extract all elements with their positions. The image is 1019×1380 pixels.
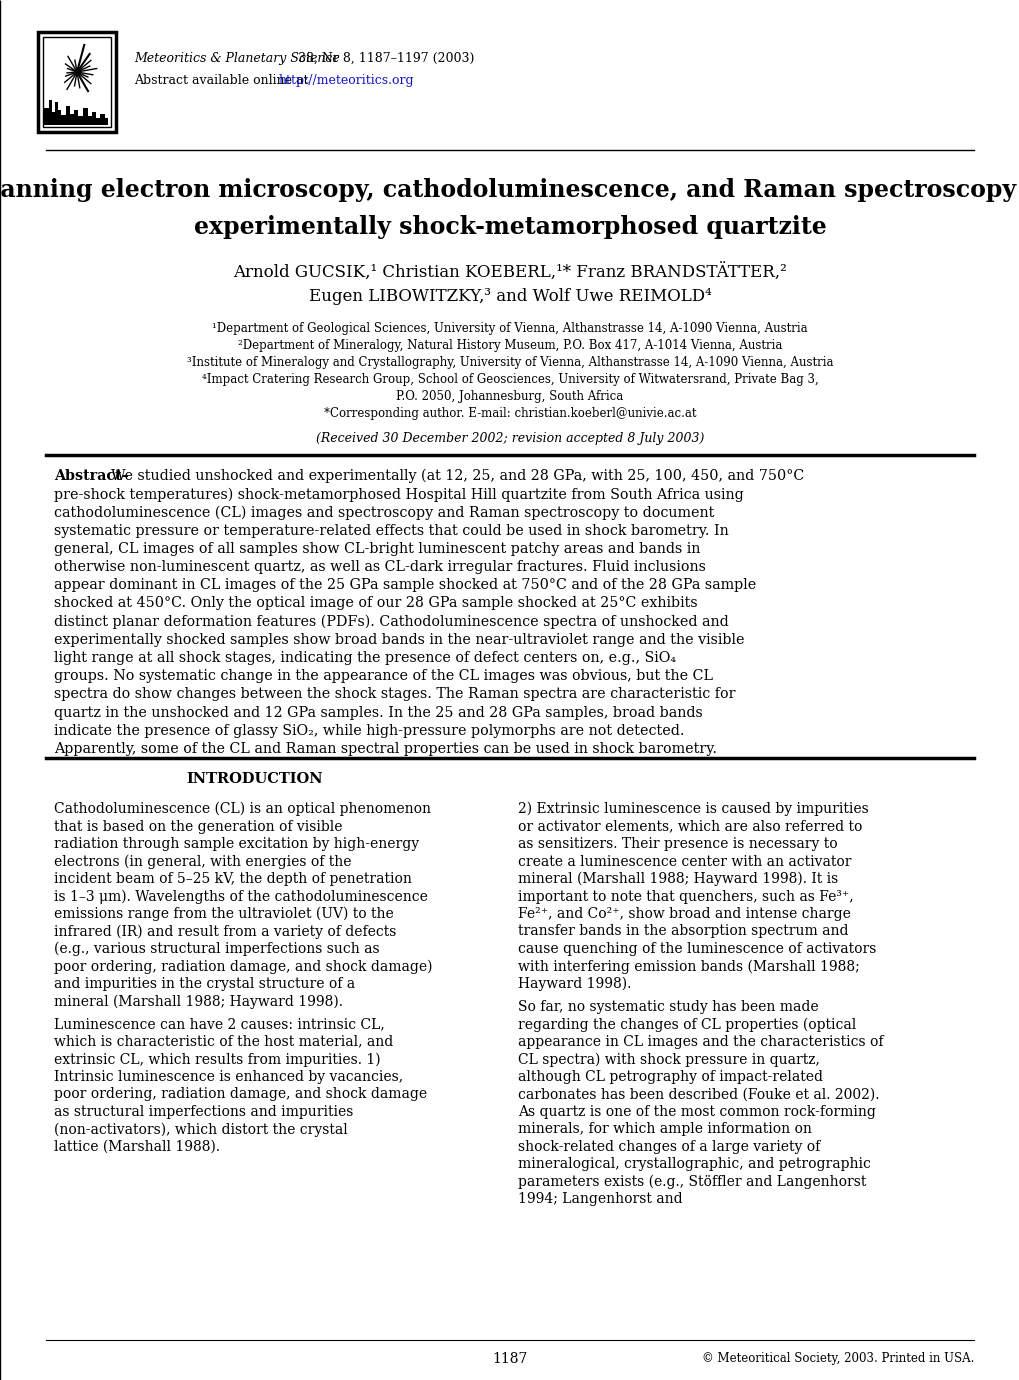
Text: electrons (in general, with energies of the: electrons (in general, with energies of …: [54, 854, 352, 869]
Text: *Corresponding author. E-mail: christian.koeberl@univie.ac.at: *Corresponding author. E-mail: christian…: [323, 407, 696, 420]
Text: radiation through sample excitation by high-energy: radiation through sample excitation by h…: [54, 838, 419, 851]
Text: experimentally shocked samples show broad bands in the near-ultraviolet range an: experimentally shocked samples show broa…: [54, 633, 744, 647]
Text: Arnold GUCSIK,¹ Christian KOEBERL,¹* Franz BRANDSTÄTTER,²: Arnold GUCSIK,¹ Christian KOEBERL,¹* Fra…: [233, 264, 786, 282]
Bar: [43, 37, 111, 127]
Text: parameters exists (e.g., Stöffler and Langenhorst: parameters exists (e.g., Stöffler and La…: [518, 1174, 865, 1190]
Text: INTRODUCTION: INTRODUCTION: [186, 771, 323, 787]
Text: As quartz is one of the most common rock-forming: As quartz is one of the most common rock…: [518, 1105, 875, 1119]
Text: is 1–3 μm). Wavelengths of the cathodoluminescence: is 1–3 μm). Wavelengths of the cathodolu…: [54, 890, 427, 904]
Text: experimentally shock-metamorphosed quartzite: experimentally shock-metamorphosed quart…: [194, 215, 825, 239]
Text: We studied unshocked and experimentally (at 12, 25, and 28 GPa, with 25, 100, 45: We studied unshocked and experimentally …: [111, 469, 804, 483]
Text: P.O. 2050, Johannesburg, South Africa: P.O. 2050, Johannesburg, South Africa: [396, 391, 623, 403]
Text: ⁴Impact Cratering Research Group, School of Geosciences, University of Witwaters: ⁴Impact Cratering Research Group, School…: [202, 373, 817, 386]
Text: Abstract available online at: Abstract available online at: [133, 75, 312, 87]
Text: shocked at 450°C. Only the optical image of our 28 GPa sample shocked at 25°C ex: shocked at 450°C. Only the optical image…: [54, 596, 697, 610]
Text: Meteoritics & Planetary Science: Meteoritics & Planetary Science: [133, 52, 339, 65]
Text: mineralogical, crystallographic, and petrographic: mineralogical, crystallographic, and pet…: [518, 1158, 870, 1172]
Text: incident beam of 5–25 kV, the depth of penetration: incident beam of 5–25 kV, the depth of p…: [54, 872, 412, 886]
Text: pre-shock temperatures) shock-metamorphosed Hospital Hill quartzite from South A: pre-shock temperatures) shock-metamorpho…: [54, 487, 743, 501]
Text: http://meteoritics.org: http://meteoritics.org: [279, 75, 414, 87]
Text: minerals, for which ample information on: minerals, for which ample information on: [518, 1122, 811, 1136]
Text: carbonates has been described (Fouke et al. 2002).: carbonates has been described (Fouke et …: [518, 1087, 878, 1101]
Text: 1994; Langenhorst and: 1994; Langenhorst and: [518, 1192, 682, 1206]
Text: with interfering emission bands (Marshall 1988;: with interfering emission bands (Marshal…: [518, 959, 859, 974]
Text: So far, no systematic study has been made: So far, no systematic study has been mad…: [518, 999, 818, 1014]
Text: groups. No systematic change in the appearance of the CL images was obvious, but: groups. No systematic change in the appe…: [54, 669, 712, 683]
Text: Hayward 1998).: Hayward 1998).: [518, 977, 631, 991]
Text: transfer bands in the absorption spectrum and: transfer bands in the absorption spectru…: [518, 925, 848, 938]
Text: Scanning electron microscopy, cathodoluminescence, and Raman spectroscopy of: Scanning electron microscopy, cathodolum…: [0, 178, 1019, 201]
Text: Cathodoluminescence (CL) is an optical phenomenon: Cathodoluminescence (CL) is an optical p…: [54, 802, 431, 817]
Text: that is based on the generation of visible: that is based on the generation of visib…: [54, 820, 342, 834]
Text: mineral (Marshall 1988; Hayward 1998). It is: mineral (Marshall 1988; Hayward 1998). I…: [518, 872, 838, 886]
Text: ²Department of Mineralogy, Natural History Museum, P.O. Box 417, A-1014 Vienna, : ²Department of Mineralogy, Natural Histo…: [237, 339, 782, 352]
Text: CL spectra) with shock pressure in quartz,: CL spectra) with shock pressure in quart…: [518, 1052, 819, 1067]
Text: Fe²⁺, and Co²⁺, show broad and intense charge: Fe²⁺, and Co²⁺, show broad and intense c…: [518, 907, 850, 920]
Text: appearance in CL images and the characteristics of: appearance in CL images and the characte…: [518, 1035, 882, 1049]
Text: © Meteoritical Society, 2003. Printed in USA.: © Meteoritical Society, 2003. Printed in…: [701, 1352, 973, 1365]
Text: although CL petrography of impact-related: although CL petrography of impact-relate…: [518, 1070, 822, 1083]
Text: spectra do show changes between the shock stages. The Raman spectra are characte: spectra do show changes between the shoc…: [54, 687, 735, 701]
Text: as sensitizers. Their presence is necessary to: as sensitizers. Their presence is necess…: [518, 838, 837, 851]
Text: poor ordering, radiation damage, and shock damage): poor ordering, radiation damage, and sho…: [54, 959, 432, 974]
Text: extrinsic CL, which results from impurities. 1): extrinsic CL, which results from impurit…: [54, 1052, 380, 1067]
Text: Eugen LIBOWITZKY,³ and Wolf Uwe REIMOLD⁴: Eugen LIBOWITZKY,³ and Wolf Uwe REIMOLD⁴: [309, 288, 710, 305]
Text: ¹Department of Geological Sciences, University of Vienna, Althanstrasse 14, A-10: ¹Department of Geological Sciences, Univ…: [212, 322, 807, 335]
Text: general, CL images of all samples show CL-bright luminescent patchy areas and ba: general, CL images of all samples show C…: [54, 542, 700, 556]
Text: Apparently, some of the CL and Raman spectral properties can be used in shock ba: Apparently, some of the CL and Raman spe…: [54, 742, 716, 756]
Text: shock-related changes of a large variety of: shock-related changes of a large variety…: [518, 1140, 819, 1154]
Text: 38, Nr 8, 1187–1197 (2003): 38, Nr 8, 1187–1197 (2003): [293, 52, 474, 65]
Text: Luminescence can have 2 causes: intrinsic CL,: Luminescence can have 2 causes: intrinsi…: [54, 1017, 384, 1031]
Polygon shape: [44, 99, 108, 126]
Text: systematic pressure or temperature-related effects that could be used in shock b: systematic pressure or temperature-relat…: [54, 523, 728, 538]
Text: regarding the changes of CL properties (optical: regarding the changes of CL properties (…: [518, 1017, 855, 1032]
Text: ³Institute of Mineralogy and Crystallography, University of Vienna, Althanstrass: ³Institute of Mineralogy and Crystallogr…: [186, 356, 833, 368]
Text: distinct planar deformation features (PDFs). Cathodoluminescence spectra of unsh: distinct planar deformation features (PD…: [54, 614, 728, 629]
Text: (non-activators), which distort the crystal: (non-activators), which distort the crys…: [54, 1122, 347, 1137]
Text: cause quenching of the luminescence of activators: cause quenching of the luminescence of a…: [518, 943, 875, 956]
Text: as structural imperfections and impurities: as structural imperfections and impuriti…: [54, 1105, 353, 1119]
Text: mineral (Marshall 1988; Hayward 1998).: mineral (Marshall 1988; Hayward 1998).: [54, 995, 342, 1009]
Text: (e.g., various structural imperfections such as: (e.g., various structural imperfections …: [54, 943, 379, 956]
Text: important to note that quenchers, such as Fe³⁺,: important to note that quenchers, such a…: [518, 890, 853, 904]
Text: 1187: 1187: [492, 1352, 527, 1366]
Text: (Received 30 December 2002; revision accepted 8 July 2003): (Received 30 December 2002; revision acc…: [316, 432, 703, 444]
Text: and impurities in the crystal structure of a: and impurities in the crystal structure …: [54, 977, 355, 991]
Text: light range at all shock stages, indicating the presence of defect centers on, e: light range at all shock stages, indicat…: [54, 651, 676, 665]
Text: emissions range from the ultraviolet (UV) to the: emissions range from the ultraviolet (UV…: [54, 907, 393, 922]
Text: Abstract–: Abstract–: [54, 469, 128, 483]
Text: 2) Extrinsic luminescence is caused by impurities: 2) Extrinsic luminescence is caused by i…: [518, 802, 868, 817]
Text: or activator elements, which are also referred to: or activator elements, which are also re…: [518, 820, 861, 834]
Text: otherwise non-luminescent quartz, as well as CL-dark irregular fractures. Fluid : otherwise non-luminescent quartz, as wel…: [54, 560, 705, 574]
Text: quartz in the unshocked and 12 GPa samples. In the 25 and 28 GPa samples, broad : quartz in the unshocked and 12 GPa sampl…: [54, 705, 702, 719]
Text: appear dominant in CL images of the 25 GPa sample shocked at 750°C and of the 28: appear dominant in CL images of the 25 G…: [54, 578, 755, 592]
Text: cathodoluminescence (CL) images and spectroscopy and Raman spectroscopy to docum: cathodoluminescence (CL) images and spec…: [54, 505, 713, 520]
Bar: [38, 32, 116, 132]
Text: create a luminescence center with an activator: create a luminescence center with an act…: [518, 854, 851, 868]
Text: which is characteristic of the host material, and: which is characteristic of the host mate…: [54, 1035, 393, 1049]
Text: poor ordering, radiation damage, and shock damage: poor ordering, radiation damage, and sho…: [54, 1087, 427, 1101]
Text: lattice (Marshall 1988).: lattice (Marshall 1988).: [54, 1140, 220, 1154]
Text: infrared (IR) and result from a variety of defects: infrared (IR) and result from a variety …: [54, 925, 396, 938]
Text: Intrinsic luminescence is enhanced by vacancies,: Intrinsic luminescence is enhanced by va…: [54, 1070, 403, 1083]
Text: indicate the presence of glassy SiO₂, while high-pressure polymorphs are not det: indicate the presence of glassy SiO₂, wh…: [54, 723, 684, 738]
